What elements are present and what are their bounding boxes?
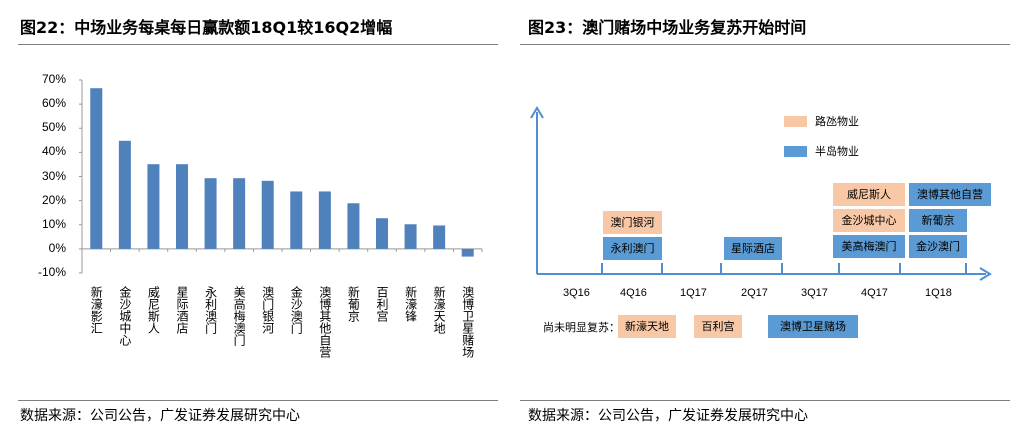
casino-box: 澳博其他自营 (909, 183, 991, 206)
bar (118, 140, 131, 249)
category-label: 威尼斯人 (146, 286, 161, 334)
y-tick-label: 0% (48, 240, 66, 255)
casino-box: 澳博卫星赌场 (768, 315, 858, 338)
casino-box: 金沙城中心 (833, 209, 905, 232)
casino-box: 新葡京 (909, 209, 967, 232)
bar (176, 164, 188, 249)
casino-box: 百利宫 (694, 315, 742, 338)
category-label: 新葡京 (346, 286, 361, 322)
right-title: 图23：澳门赌场中场业务复苏开始时间 (528, 18, 807, 37)
left-source: 数据来源：公司公告，广发证券发展研究中心 (20, 408, 300, 424)
category-label: 永利澳门 (203, 286, 218, 334)
casino-box: 永利澳门 (603, 237, 662, 260)
category-label: 新濠天地 (432, 286, 447, 334)
timeline-axes (530, 106, 992, 281)
bar (318, 191, 331, 249)
divider (520, 400, 1010, 401)
category-label: 澳门银河 (260, 286, 275, 334)
right-source: 数据来源：公司公告，广发证券发展研究中心 (528, 408, 808, 424)
left-title: 图22：中场业务每桌每日赢款额18Q1较16Q2增幅 (20, 18, 393, 37)
bar (204, 178, 217, 249)
y-tick-label: 60% (41, 96, 66, 111)
quarter-label: 4Q16 (620, 287, 647, 299)
divider (18, 400, 498, 401)
bar (461, 248, 474, 257)
y-tick-label: 70% (41, 72, 66, 86)
category-label: 新濠影汇 (89, 286, 104, 334)
quarter-label: 1Q18 (925, 287, 952, 299)
bar (90, 88, 103, 249)
casino-box: 星际酒店 (724, 237, 782, 260)
bar (404, 224, 417, 249)
bar (347, 203, 360, 249)
quarter-label: 3Q16 (563, 287, 590, 299)
category-label: 澳博卫星赌场 (460, 286, 475, 358)
category-label: 澳博其他自营 (317, 286, 332, 358)
divider (18, 44, 498, 45)
quarter-label: 4Q17 (861, 287, 888, 299)
category-label: 新濠锋 (403, 286, 418, 322)
not-recovered-label: 尚未明显复苏： (543, 321, 620, 334)
quarter-label: 2Q17 (741, 287, 768, 299)
bar (433, 225, 446, 249)
bar (261, 180, 274, 249)
y-tick-label: -10% (37, 265, 66, 279)
casino-box: 威尼斯人 (833, 183, 905, 206)
y-tick-label: 30% (41, 168, 66, 183)
casino-box: 金沙澳门 (909, 235, 967, 258)
y-tick-label: 20% (41, 192, 66, 207)
legend-label: 半岛物业 (815, 145, 859, 158)
category-label: 金沙城中心 (117, 286, 132, 346)
casino-box: 新濠天地 (618, 315, 676, 338)
casino-box: 澳门银河 (603, 211, 662, 234)
legend-swatch-cotai (784, 116, 807, 127)
y-tick-label: 40% (41, 144, 66, 159)
bar-chart (79, 79, 483, 274)
bar (376, 218, 388, 249)
legend-label: 路氹物业 (815, 115, 859, 128)
divider (520, 44, 1010, 45)
category-label: 星际酒店 (175, 286, 189, 334)
casino-box: 美高梅澳门 (833, 235, 905, 258)
category-label: 百利宫 (375, 286, 389, 322)
quarter-label: 1Q17 (680, 287, 707, 299)
y-tick-label: 50% (41, 120, 66, 135)
y-tick-label: 10% (41, 216, 66, 231)
legend-swatch-peninsula (784, 146, 807, 157)
bar (233, 178, 246, 249)
category-label: 美高梅澳门 (232, 286, 247, 346)
bar (147, 164, 160, 249)
quarter-label: 3Q17 (801, 287, 828, 299)
category-label: 金沙澳门 (289, 286, 304, 334)
bar (290, 191, 303, 249)
